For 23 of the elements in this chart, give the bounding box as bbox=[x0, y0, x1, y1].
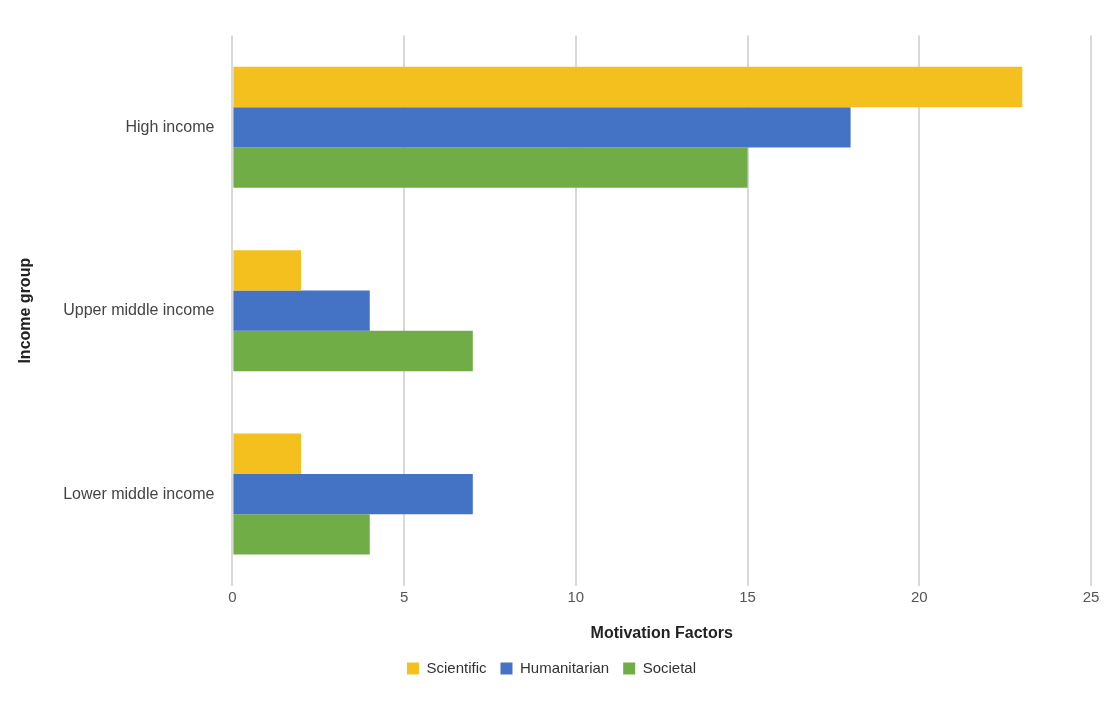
x-tick-label: 25 bbox=[1082, 587, 1100, 605]
x-tick-label: 15 bbox=[739, 587, 756, 605]
bar bbox=[233, 330, 473, 372]
x-tick-label: 10 bbox=[567, 587, 585, 605]
legend-label: Humanitarian bbox=[519, 658, 610, 676]
bar bbox=[233, 66, 1023, 108]
y-tick-label: High income bbox=[125, 117, 215, 135]
bar bbox=[233, 473, 473, 515]
bar bbox=[233, 250, 302, 291]
bar bbox=[233, 107, 851, 148]
x-tick-label: 20 bbox=[910, 587, 928, 605]
bar bbox=[233, 290, 370, 331]
bar bbox=[233, 433, 302, 474]
legend-label: Scientific bbox=[426, 658, 487, 676]
legend-label: Societal bbox=[642, 658, 697, 676]
bar bbox=[233, 514, 370, 555]
x-tick-label: 0 bbox=[228, 587, 237, 605]
y-tick-label: Upper middle income bbox=[63, 301, 215, 319]
x-axis-title: Motivation Factors bbox=[590, 623, 733, 641]
bar bbox=[233, 147, 748, 188]
x-tick-label: 5 bbox=[399, 587, 409, 605]
y-axis-title: Income group bbox=[16, 257, 34, 364]
y-tick-label: Lower middle income bbox=[63, 484, 215, 502]
